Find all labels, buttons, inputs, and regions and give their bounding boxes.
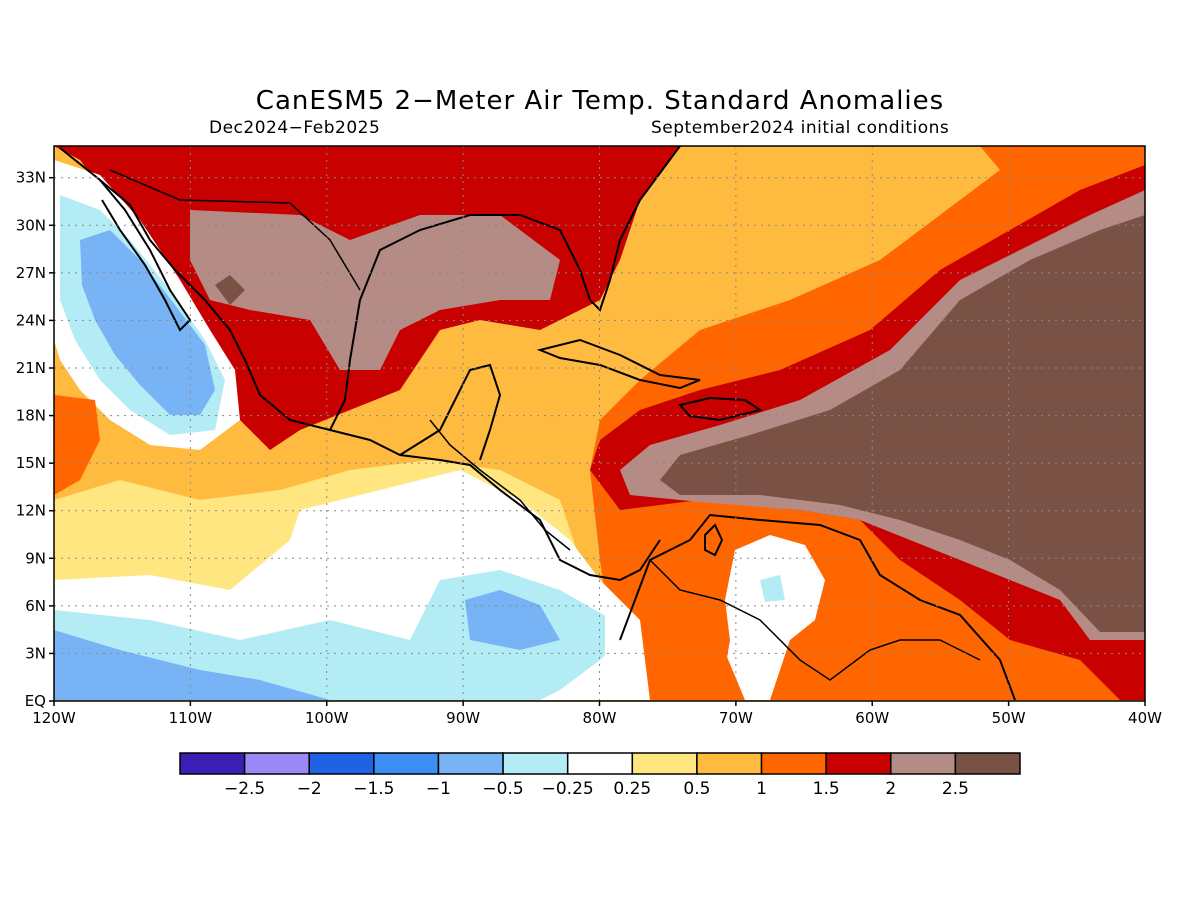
anomaly-area-sa-white: [605, 535, 825, 700]
map-grid: [54, 146, 1145, 701]
lat-tick-label: EQ: [25, 692, 46, 710]
colorbar-swatch: [696, 752, 763, 775]
lat-tick-label: 18N: [16, 407, 46, 425]
lon-tick-label: 40W: [1128, 709, 1162, 727]
colorbar-label: −0.25: [542, 779, 594, 799]
anomaly-field: [54, 146, 1145, 701]
border-south-america: [649, 559, 981, 681]
colorbar-label: −1.5: [353, 779, 394, 799]
lon-tick-label: 100W: [305, 709, 349, 727]
lat-tick-label: 15N: [16, 454, 46, 472]
initial-conditions: September2024 initial conditions: [651, 118, 950, 138]
colorbar-swatch: [631, 752, 698, 775]
anomaly-area-atlantic-brown: [660, 215, 1145, 632]
colorbar-label: −2.5: [224, 779, 265, 799]
colorbar-label: 0.5: [683, 779, 710, 799]
lon-tick-label: 120W: [32, 709, 76, 727]
colorbar-swatch: [437, 752, 504, 775]
lat-tick-label: 27N: [16, 264, 46, 282]
coastlines: [59, 146, 1016, 701]
colorbar-swatch: [373, 752, 440, 775]
coastline-gulf: [329, 146, 681, 431]
lon-tick-label: 50W: [992, 709, 1026, 727]
lat-tick-label: 30N: [16, 216, 46, 234]
coastline-baja: [99, 179, 192, 332]
lon-tick-label: 80W: [583, 709, 617, 727]
colorbar-swatch: [890, 752, 957, 775]
colorbar-swatch: [825, 752, 892, 775]
anomaly-area-gulf-mauve: [190, 210, 560, 370]
coastline-hispaniola: [678, 396, 763, 422]
anomaly-area-west-orange: [54, 395, 100, 495]
coastline-lake-maracaibo: [704, 523, 724, 557]
colorbar-swatch: [566, 752, 634, 775]
border-central-america: [429, 419, 571, 551]
lon-tick-label: 70W: [719, 709, 753, 727]
anomaly-area-pacific-blue: [54, 590, 560, 700]
coastline-south-america: [619, 513, 1016, 701]
lat-tick-label: 6N: [25, 597, 46, 615]
anomaly-area-baja-blue: [80, 230, 215, 415]
lon-tick-label: 60W: [855, 709, 889, 727]
colorbar: −2.5 −2 −1.5 −1 −0.5 −0.25 0.25 0.5 1 1.5 2 2.5: [179, 752, 1021, 799]
colorbar-label: 0.25: [613, 779, 651, 799]
colorbar-label: −2: [297, 779, 322, 799]
lat-tick-label: 24N: [16, 311, 46, 329]
lat-tick-label: 12N: [16, 502, 46, 520]
lat-tick-label: 3N: [25, 644, 46, 662]
axis-ticks: 120W 110W 100W 90W 80W 70W 60W 50W 40W EQ 3N 6N 9N 12…: [16, 169, 1162, 727]
coastline-cuba: [536, 338, 701, 390]
colorbar-swatch: [954, 752, 1021, 775]
coastline-north-america: [59, 147, 661, 582]
borders: [109, 169, 981, 681]
lon-tick-label: 110W: [169, 709, 213, 727]
anomaly-area-sa-lightblue: [760, 575, 785, 602]
colorbar-swatch: [760, 752, 827, 775]
forecast-period: Dec2024−Feb2025: [209, 118, 381, 138]
colorbar-swatch: [308, 752, 375, 775]
colorbar-label: 2: [885, 779, 896, 799]
anomaly-area-mexico-brown: [215, 275, 245, 305]
colorbar-label: −0.5: [482, 779, 523, 799]
colorbar-swatch: [179, 752, 246, 775]
anomaly-area-sa-orange: [690, 640, 745, 700]
border-us-mexico: [109, 169, 361, 291]
colorbar-label: −1: [426, 779, 451, 799]
lat-tick-label: 21N: [16, 359, 46, 377]
map-title: CanESM5 2−Meter Air Temp. Standard Anoma…: [255, 86, 945, 116]
coastline-yucatan: [399, 363, 502, 461]
colorbar-swatch: [502, 752, 569, 775]
colorbar-label: 2.5: [942, 779, 969, 799]
lat-tick-label: 9N: [25, 549, 46, 567]
colorbar-swatch: [243, 752, 310, 775]
lat-tick-label: 33N: [16, 169, 46, 187]
lon-tick-label: 90W: [446, 709, 480, 727]
colorbar-label: 1: [756, 779, 767, 799]
colorbar-label: 1.5: [813, 779, 840, 799]
